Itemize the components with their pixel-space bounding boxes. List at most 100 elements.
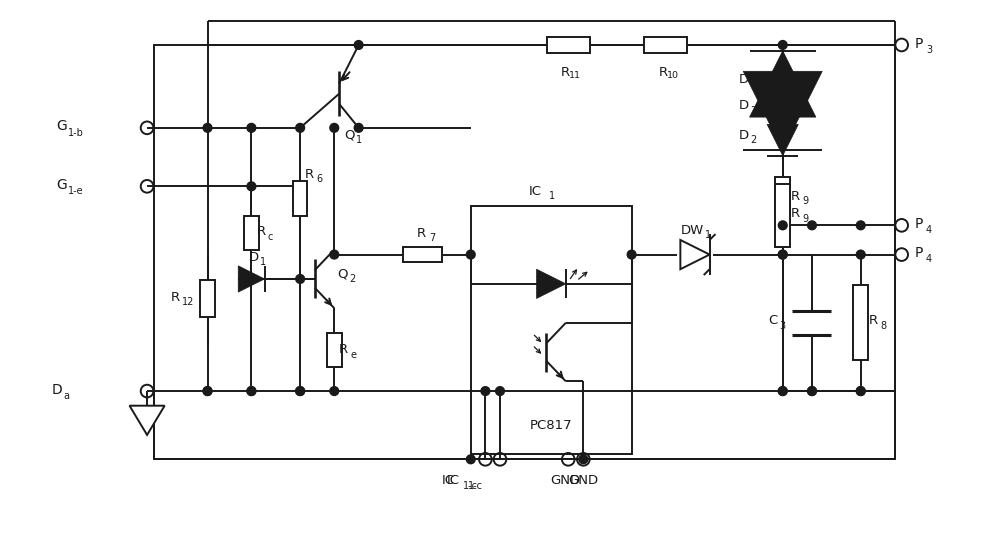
Text: 3: 3 [926, 45, 932, 55]
Text: P: P [914, 37, 923, 50]
Bar [471, 206, 632, 454]
Text: 2: 2 [751, 135, 757, 145]
Circle shape [579, 455, 588, 464]
Text: 9: 9 [802, 197, 808, 207]
Text: Q: Q [337, 268, 348, 280]
Text: 11: 11 [569, 71, 581, 80]
Text: 2: 2 [751, 106, 757, 116]
Text: 10: 10 [667, 71, 679, 80]
Text: IC: IC [529, 184, 542, 198]
Circle shape [808, 221, 816, 230]
Text: R: R [791, 207, 800, 220]
Polygon shape [750, 51, 816, 117]
Circle shape [856, 221, 865, 230]
Circle shape [296, 387, 305, 396]
Text: IC: IC [446, 474, 459, 488]
Text: 7: 7 [429, 233, 435, 243]
Bar [327, 332, 342, 367]
Text: Q: Q [344, 129, 355, 142]
Text: G: G [56, 119, 67, 134]
Text: 8: 8 [880, 321, 886, 331]
Bar [853, 285, 868, 360]
Circle shape [856, 250, 865, 259]
Circle shape [778, 250, 787, 259]
Circle shape [808, 387, 816, 396]
Circle shape [247, 387, 256, 396]
Bar [547, 37, 590, 53]
Text: 2: 2 [349, 274, 355, 284]
Text: IC: IC [442, 474, 455, 488]
Text: 1-c: 1-c [468, 481, 483, 491]
Text: 9: 9 [802, 213, 808, 223]
Circle shape [330, 250, 339, 259]
Text: R: R [869, 314, 878, 327]
Circle shape [496, 387, 504, 396]
Polygon shape [238, 266, 265, 292]
Circle shape [354, 40, 363, 49]
Circle shape [354, 124, 363, 132]
Circle shape [481, 387, 490, 396]
Circle shape [247, 124, 256, 132]
Text: GND: GND [551, 474, 581, 488]
Polygon shape [743, 71, 822, 150]
Circle shape [203, 124, 212, 132]
Text: R: R [561, 66, 570, 79]
Text: P: P [914, 217, 923, 231]
Text: DW: DW [680, 224, 704, 237]
Bar [293, 182, 307, 216]
Circle shape [203, 387, 212, 396]
Text: D: D [248, 251, 259, 264]
Text: e: e [351, 350, 357, 360]
Text: D: D [739, 99, 749, 112]
Text: 6: 6 [317, 174, 323, 184]
Text: 1-e: 1-e [68, 186, 84, 196]
Text: 1: 1 [705, 230, 711, 240]
Circle shape [856, 387, 865, 396]
Circle shape [330, 387, 339, 396]
Text: D: D [739, 73, 749, 85]
Polygon shape [130, 406, 165, 435]
Bar [244, 216, 259, 250]
Circle shape [247, 387, 256, 396]
Circle shape [856, 387, 865, 396]
Bar [775, 184, 790, 247]
Circle shape [778, 387, 787, 396]
Bar [644, 37, 687, 53]
Text: R: R [791, 190, 800, 203]
Text: D: D [52, 383, 62, 397]
Text: D: D [739, 129, 749, 142]
Text: R: R [170, 291, 180, 304]
Bar [775, 177, 790, 220]
Text: c: c [268, 232, 273, 242]
Circle shape [296, 124, 305, 132]
Circle shape [627, 250, 636, 259]
Text: G: G [56, 178, 67, 192]
Circle shape [330, 124, 339, 132]
Bar [154, 45, 895, 459]
Text: 1-b: 1-b [68, 128, 84, 138]
Polygon shape [537, 269, 566, 299]
Circle shape [466, 455, 475, 464]
Polygon shape [767, 125, 798, 156]
Circle shape [296, 387, 305, 396]
Circle shape [203, 387, 212, 396]
Circle shape [778, 387, 787, 396]
Text: C: C [768, 314, 777, 327]
Text: 3: 3 [780, 321, 786, 331]
Polygon shape [680, 240, 710, 269]
Circle shape [296, 275, 305, 283]
Text: R: R [658, 66, 667, 79]
Text: 1-c: 1-c [463, 481, 478, 491]
Text: P: P [914, 246, 923, 260]
Circle shape [466, 250, 475, 259]
Circle shape [778, 250, 787, 259]
Text: 1: 1 [549, 191, 555, 201]
Text: 4: 4 [926, 225, 932, 235]
Circle shape [778, 40, 787, 49]
Bar [200, 280, 215, 317]
Circle shape [808, 387, 816, 396]
Text: 2: 2 [751, 79, 757, 89]
Circle shape [247, 182, 256, 191]
Text: 1: 1 [356, 135, 362, 145]
Text: R: R [305, 168, 314, 181]
